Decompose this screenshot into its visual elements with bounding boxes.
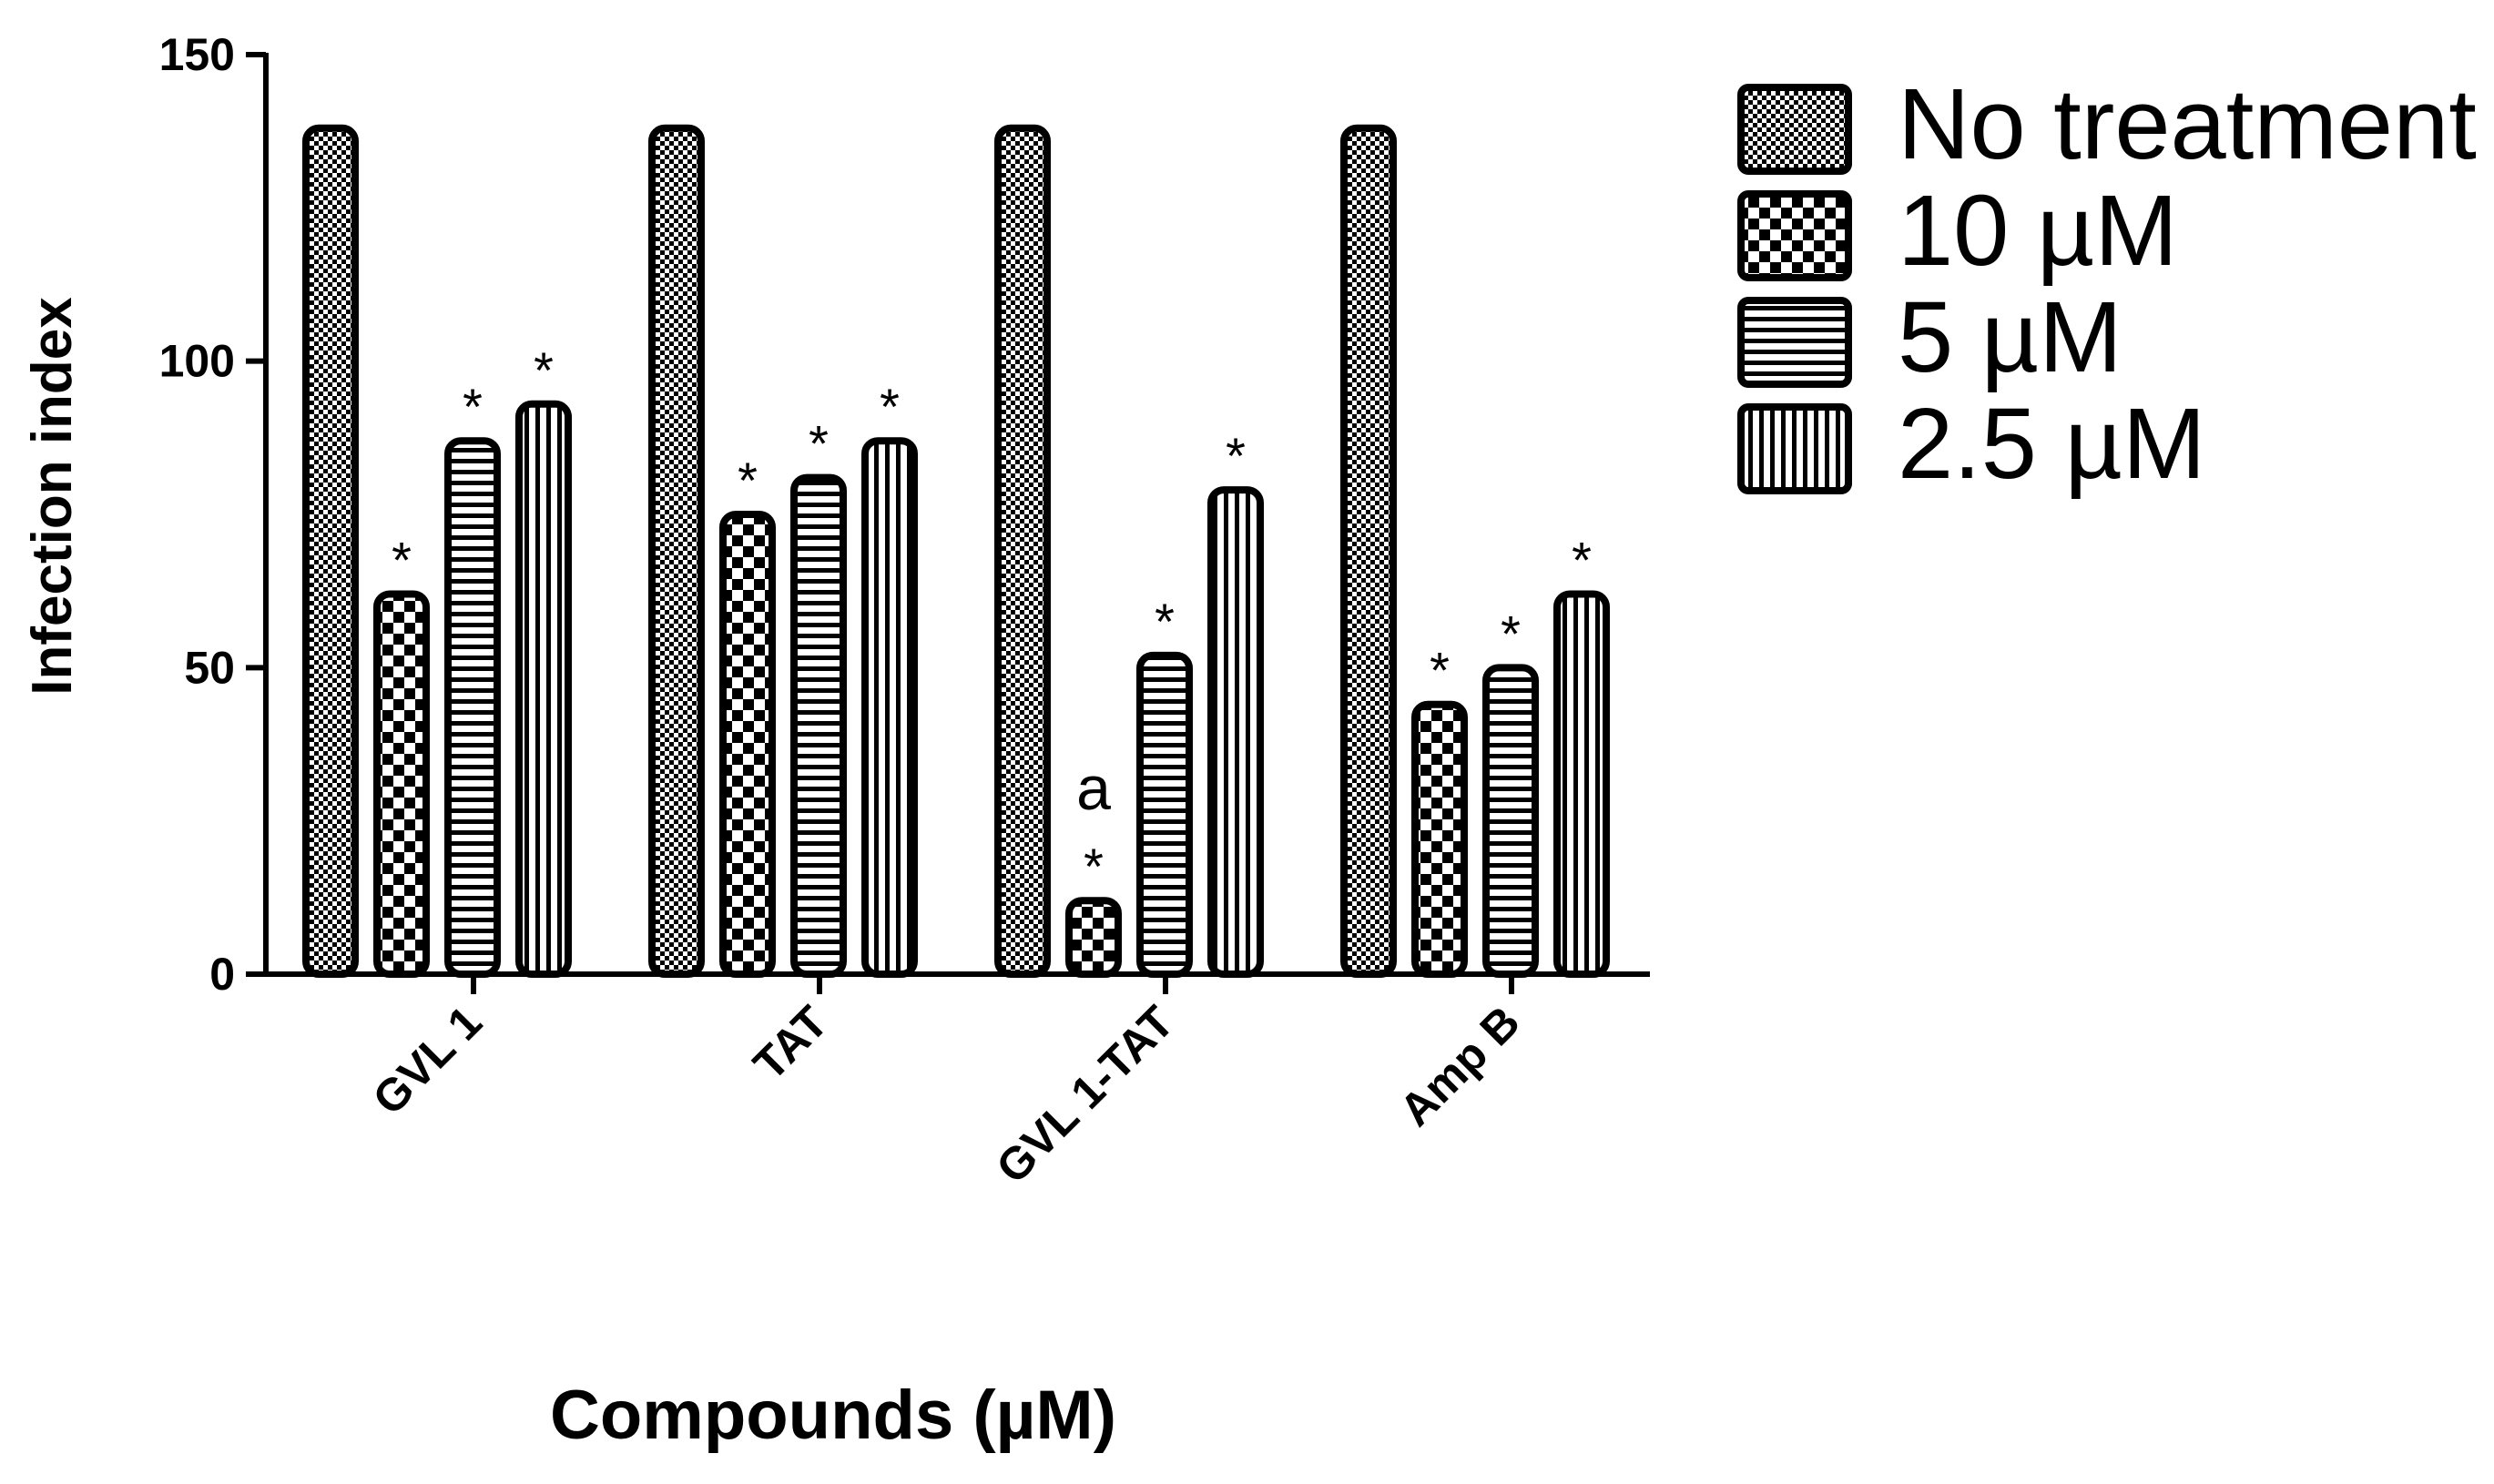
significance-star: *	[1501, 605, 1521, 662]
bar-tat-3	[861, 437, 918, 978]
bar-tat-1	[719, 511, 776, 978]
legend-swatch	[1737, 403, 1852, 494]
bar-amp-b-3	[1553, 590, 1610, 978]
legend-label: 10 µM	[1898, 175, 2178, 287]
significance-star: *	[534, 341, 554, 399]
legend-label: No treatment	[1898, 68, 2477, 180]
significance-star: *	[1155, 593, 1175, 650]
bar-gvl-1-tat-1	[1065, 897, 1122, 979]
significance-star: *	[1084, 838, 1104, 895]
y-tick-label: 50	[184, 642, 235, 693]
bar-amp-b-1	[1411, 700, 1468, 978]
x-axis-title: Compounds (µM)	[550, 1377, 1116, 1454]
significance-star: *	[463, 378, 483, 435]
y-axis: 0 50 100 150	[159, 29, 269, 1000]
annotation-label: a	[1076, 754, 1111, 823]
significance-star: *	[392, 532, 412, 589]
bar-amp-b-0	[1340, 124, 1397, 979]
bar-gvl-1-2	[444, 437, 501, 978]
x-tick-label: Amp B	[1390, 996, 1530, 1136]
bar-gvl-1-tat-2	[1136, 651, 1193, 978]
x-tick-label: TAT	[744, 996, 838, 1090]
bar-amp-b-2	[1482, 664, 1539, 978]
bar-gvl-1-tat-3	[1207, 486, 1264, 978]
legend-swatch	[1737, 297, 1852, 388]
bars: * * * * * * * a * * * * *	[302, 124, 1610, 979]
bar-gvl-1-tat-0	[994, 124, 1051, 979]
legend-swatch	[1737, 190, 1852, 281]
y-axis-title: Infection index	[21, 297, 84, 696]
x-axis: GVL 1 TAT GVL 1-TAT Amp B	[263, 971, 1650, 1194]
significance-star: *	[738, 452, 758, 509]
bar-tat-2	[790, 473, 847, 978]
significance-star: *	[1572, 532, 1592, 589]
y-tick-label: 150	[159, 29, 235, 80]
bar-tat-0	[648, 124, 705, 979]
bar-gvl-1-3	[515, 400, 572, 978]
significance-star: *	[880, 378, 900, 435]
bar-gvl-1-1	[373, 590, 430, 978]
x-tick-label: GVL 1	[363, 996, 492, 1124]
y-tick-label: 0	[209, 949, 235, 1000]
legend-label: 5 µM	[1898, 281, 2122, 393]
bar-gvl-1-0	[302, 124, 359, 979]
x-tick-label: GVL 1-TAT	[986, 996, 1183, 1193]
significance-star: *	[1226, 427, 1246, 484]
legend-label: 2.5 µM	[1898, 388, 2206, 500]
y-tick-label: 100	[159, 336, 235, 387]
legend-swatch	[1737, 84, 1852, 175]
significance-star: *	[809, 415, 829, 473]
significance-star: *	[1430, 642, 1450, 699]
